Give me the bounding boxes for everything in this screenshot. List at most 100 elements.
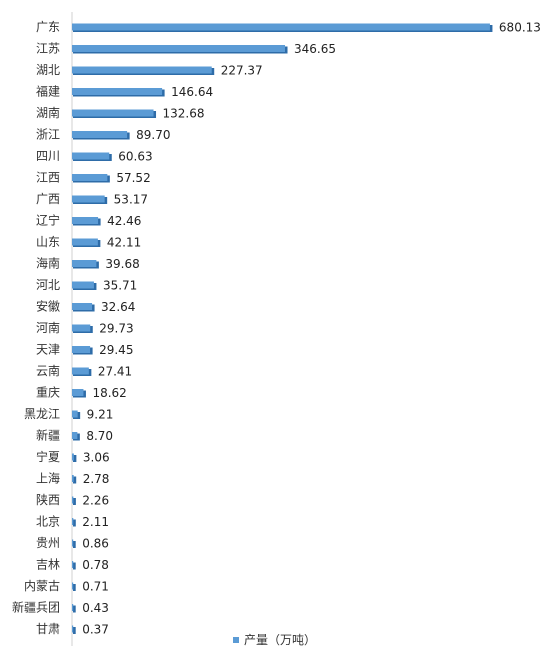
data-label: 8.70 [86, 429, 113, 443]
category-label: 贵州 [36, 536, 60, 550]
legend: 产量（万吨） [233, 633, 316, 647]
category-label: 河南 [36, 320, 60, 335]
data-label: 132.68 [163, 107, 205, 121]
category-label: 山东 [36, 235, 60, 249]
category-label: 安徽 [36, 299, 60, 314]
category-label: 浙江 [36, 128, 60, 142]
category-label: 江苏 [36, 42, 60, 56]
category-label: 北京 [36, 515, 60, 529]
category-label: 辽宁 [36, 213, 60, 228]
data-label: 42.11 [107, 236, 141, 250]
data-label: 0.86 [82, 537, 109, 551]
data-label: 2.78 [83, 472, 110, 486]
data-label: 227.37 [221, 64, 263, 78]
data-label: 89.70 [136, 128, 170, 142]
bar [72, 303, 93, 310]
bar [72, 260, 97, 267]
bar [72, 625, 74, 633]
category-label: 海南 [36, 256, 60, 271]
data-label: 346.65 [294, 42, 336, 56]
data-label: 0.37 [82, 623, 109, 637]
category-label: 上海 [36, 471, 60, 486]
bar [72, 410, 78, 418]
data-label: 3.06 [83, 451, 110, 465]
category-label: 福建 [36, 84, 60, 99]
category-label: 新疆兵团 [12, 600, 60, 615]
category-label: 广西 [36, 192, 60, 206]
category-label: 黑龙江 [24, 407, 60, 421]
bar [72, 367, 89, 375]
bar [72, 109, 154, 117]
bar-shadow [73, 476, 77, 484]
bar [72, 66, 212, 74]
bar [72, 453, 74, 461]
bar-shadow [73, 455, 77, 462]
bar-shadow [73, 541, 76, 548]
data-label: 9.21 [87, 408, 114, 422]
bar [72, 539, 74, 547]
legend-label: 产量（万吨） [244, 633, 316, 647]
category-label: 湖北 [36, 62, 60, 77]
bar [72, 604, 74, 611]
data-label: 53.17 [114, 193, 148, 207]
bar [72, 174, 108, 181]
data-label: 60.63 [118, 150, 152, 164]
bar [72, 152, 110, 160]
data-label: 39.68 [105, 257, 139, 271]
bar [72, 561, 74, 568]
bar-shadow [73, 519, 76, 527]
bar [72, 496, 74, 504]
bar [72, 238, 98, 246]
category-label: 云南 [36, 363, 60, 378]
data-label: 146.64 [171, 85, 213, 99]
bar-shadow [73, 605, 76, 613]
bar [72, 324, 91, 332]
bar [72, 217, 99, 224]
data-label: 29.73 [99, 322, 133, 336]
bar-shadow [73, 584, 76, 591]
bar [72, 389, 84, 396]
category-label: 天津 [36, 343, 60, 357]
data-label: 35.71 [103, 279, 137, 293]
data-label: 42.46 [107, 214, 141, 228]
data-label: 2.11 [82, 515, 109, 529]
bar [72, 518, 74, 525]
data-label: 2.26 [82, 494, 109, 508]
category-label: 新疆 [36, 428, 60, 443]
bar-shadow [73, 562, 76, 570]
bar [72, 475, 74, 482]
bar [72, 88, 163, 95]
data-label: 0.43 [82, 601, 109, 615]
data-label: 18.62 [92, 386, 126, 400]
bar-shadow [73, 498, 76, 505]
data-label: 27.41 [98, 365, 132, 379]
category-label: 内蒙古 [24, 578, 60, 593]
data-label: 57.52 [116, 171, 150, 185]
category-label: 江西 [36, 171, 60, 185]
bar [72, 346, 91, 353]
legend-swatch [233, 637, 239, 643]
bar [72, 432, 78, 439]
data-label: 32.64 [101, 300, 135, 314]
bar [72, 281, 94, 289]
data-label: 0.71 [82, 580, 109, 594]
category-label: 陕西 [36, 492, 60, 507]
category-label: 甘肃 [36, 622, 60, 636]
bar [72, 45, 286, 52]
category-label: 四川 [36, 149, 60, 163]
bar [72, 195, 105, 203]
data-label: 0.78 [82, 558, 109, 572]
category-label: 宁夏 [36, 449, 60, 464]
bar-shadow [73, 627, 76, 634]
category-label: 重庆 [36, 386, 60, 400]
category-label: 河北 [36, 278, 60, 292]
data-label: 680.13 [499, 21, 541, 35]
bar [72, 131, 128, 138]
category-label: 湖南 [36, 105, 60, 120]
data-label: 29.45 [99, 343, 133, 357]
category-label: 广东 [36, 20, 60, 34]
category-label: 吉林 [36, 558, 60, 572]
bar [72, 23, 490, 31]
bar [72, 582, 74, 590]
